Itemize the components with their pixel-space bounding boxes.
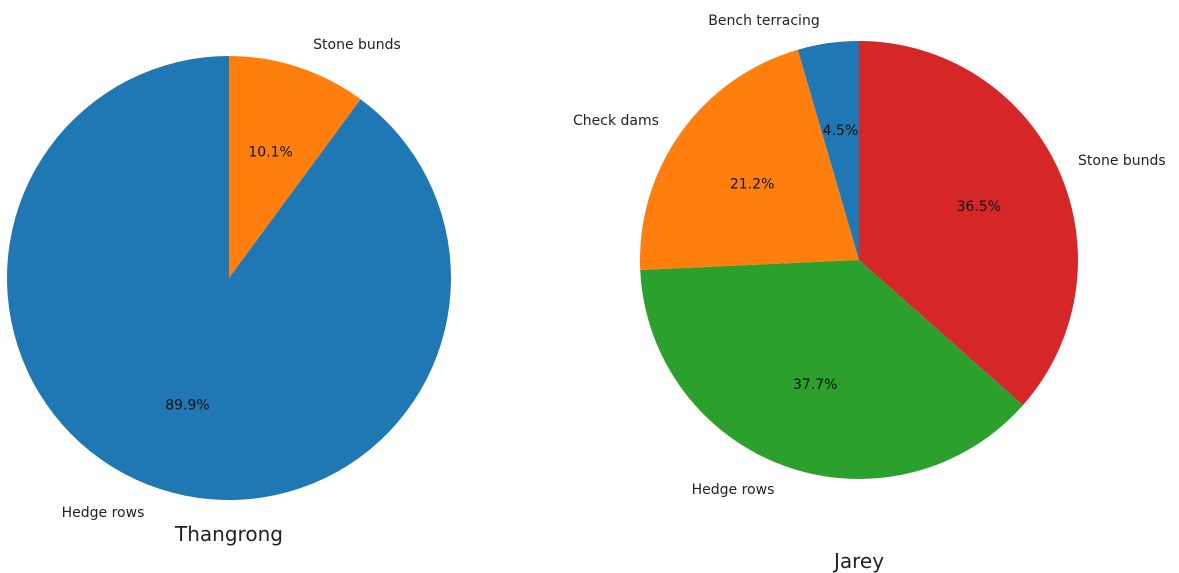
pie-slice-label: Hedge rows <box>692 482 775 498</box>
pie-slice-stone-bunds <box>229 56 361 278</box>
pie-slice-stone-bunds <box>859 41 1078 406</box>
pie-chart-thangrong: 10.1% Stone bunds 89.9% Hedge rows <box>7 37 452 521</box>
chart-title-thangrong: Thangrong <box>174 522 283 546</box>
pie-slice-label: Hedge rows <box>62 505 145 521</box>
chart-title-jarey: Jarey <box>832 549 884 573</box>
pie-percent-label: 21.2% <box>730 177 774 193</box>
pie-slice-hedge-rows <box>7 56 452 500</box>
pie-percent-label: 89.9% <box>165 398 209 414</box>
pie-slice-hedge-rows <box>640 260 1023 479</box>
pie-slice-label: Stone bunds <box>1078 153 1166 169</box>
pie-slice-label: Stone bunds <box>313 37 401 53</box>
pie-slice-bench-terracing <box>797 41 859 260</box>
pie-slice-check-dams <box>640 49 859 270</box>
pie-percent-label: 4.5% <box>823 123 859 139</box>
pie-slice-label: Check dams <box>573 113 659 129</box>
pie-chart-jarey: 36.5% Stone bunds 37.7% Hedge rows 21.2% Chec… <box>573 13 1166 498</box>
pie-percent-label: 37.7% <box>793 377 837 393</box>
pie-percent-label: 36.5% <box>957 199 1001 215</box>
pie-percent-label: 10.1% <box>248 144 292 160</box>
pie-slice-label: Bench terracing <box>708 13 819 29</box>
